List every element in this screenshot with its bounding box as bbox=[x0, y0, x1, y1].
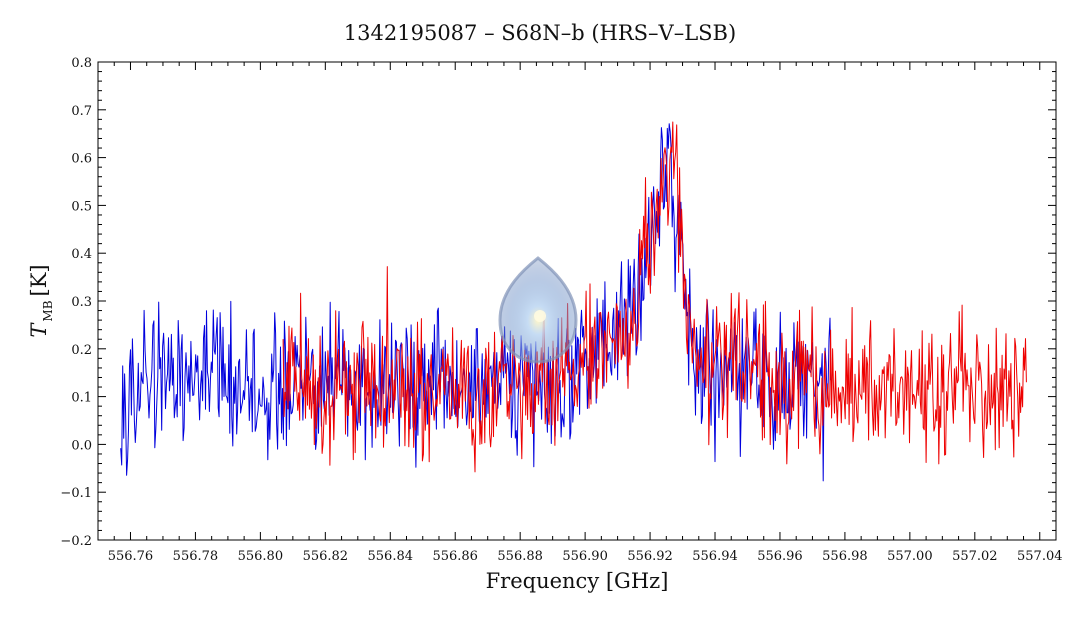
x-tick-label: 556.82 bbox=[303, 549, 349, 564]
y-tick-label: 0.5 bbox=[71, 199, 92, 214]
y-tick-label: −0.2 bbox=[60, 534, 92, 549]
x-tick-label: 556.90 bbox=[562, 549, 608, 564]
x-tick-label: 556.88 bbox=[497, 549, 543, 564]
x-axis: 556.76 556.78 556.80 556.82 556.84 556.86 556.… bbox=[108, 62, 1063, 564]
x-tick-label: 556.96 bbox=[757, 549, 803, 564]
plot-frame bbox=[97, 61, 1057, 541]
x-tick-label: 557.04 bbox=[1017, 549, 1063, 564]
x-tick-label: 556.76 bbox=[108, 549, 154, 564]
y-tick-label: 0.2 bbox=[71, 343, 92, 358]
y-tick-label: 0.0 bbox=[71, 438, 92, 453]
plot-area bbox=[120, 121, 1027, 482]
y-tick-label: 0.3 bbox=[71, 295, 92, 310]
y-tick-label: 0.8 bbox=[71, 56, 92, 71]
water-drop-icon bbox=[498, 256, 578, 364]
y-axis-label-unit: [K] bbox=[27, 264, 51, 296]
x-tick-label: 556.94 bbox=[692, 549, 738, 564]
chart-title: 1342195087 – S68N–b (HRS–V–LSB) bbox=[344, 21, 736, 45]
x-tick-label: 556.92 bbox=[627, 549, 673, 564]
y-tick-label: 0.7 bbox=[71, 104, 92, 119]
x-tick-label: 556.86 bbox=[432, 549, 478, 564]
y-axis-label-main: T bbox=[27, 322, 51, 338]
spectrum-series-2 bbox=[282, 121, 1027, 473]
x-tick-label: 557.02 bbox=[952, 549, 998, 564]
y-tick-label: 0.6 bbox=[71, 152, 92, 167]
svg-text:TMB[K]: TMB [K] bbox=[27, 264, 55, 337]
y-axis-label: TMB [K] bbox=[27, 264, 55, 337]
y-axis-label-sub: MB bbox=[41, 300, 55, 321]
spectrum-series-1 bbox=[120, 123, 832, 482]
x-tick-label: 556.80 bbox=[238, 549, 284, 564]
y-tick-label: 0.4 bbox=[71, 247, 92, 262]
x-tick-label: 556.84 bbox=[368, 549, 414, 564]
x-tick-label: 556.78 bbox=[173, 549, 219, 564]
series-layer bbox=[120, 121, 1027, 482]
x-axis-label: Frequency [GHz] bbox=[486, 569, 669, 593]
y-tick-label: −0.1 bbox=[60, 486, 92, 501]
y-tick-label: 0.1 bbox=[71, 391, 92, 406]
x-tick-label: 557.00 bbox=[887, 549, 933, 564]
y-axis: −0.2 −0.1 0.0 0.1 0.2 0.3 0.4 0.5 0.6 0.7 0.8 bbox=[60, 56, 1056, 549]
x-tick-label: 556.98 bbox=[822, 549, 868, 564]
